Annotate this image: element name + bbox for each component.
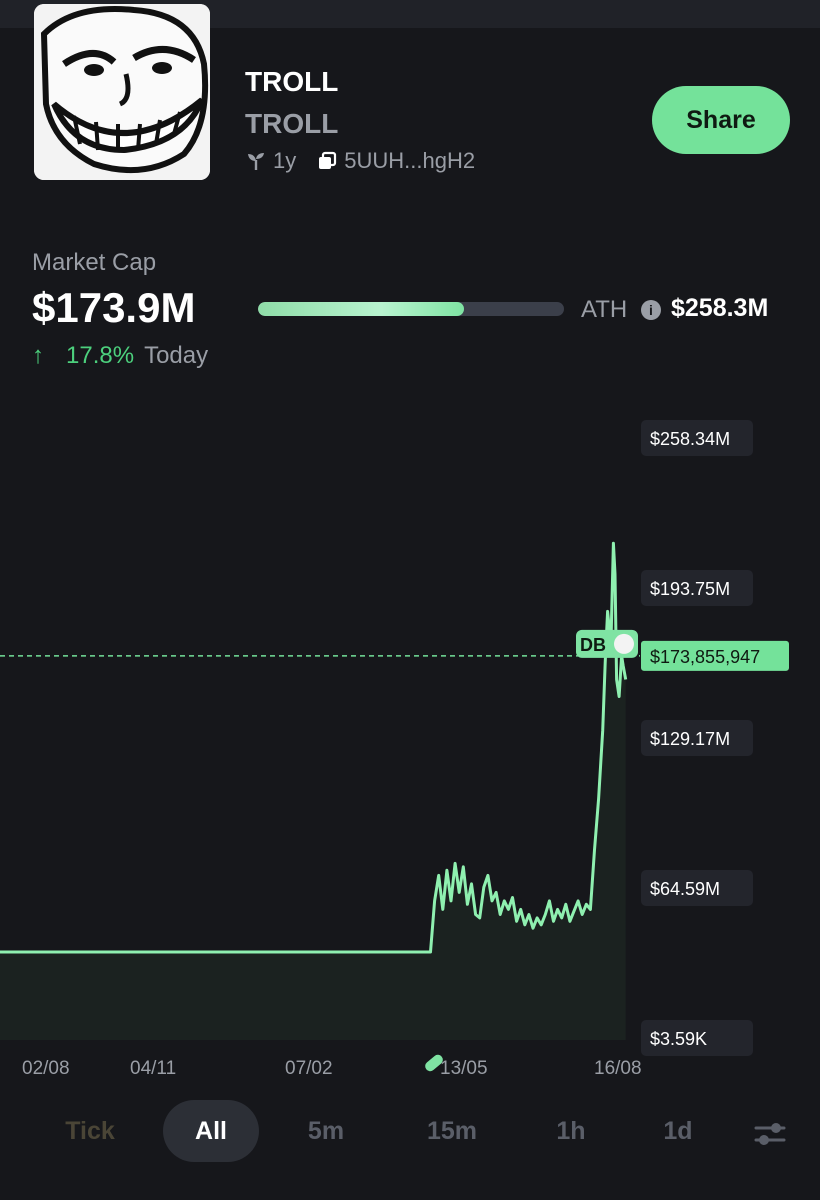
chart-settings-icon[interactable] [752,1116,788,1152]
x-axis-tick-label: 16/08 [594,1058,642,1079]
ath-label: ATH [581,296,628,323]
y-axis-label: $64.59M [641,870,753,906]
svg-text:$258.34M: $258.34M [650,429,730,449]
market-cap-value: $173.9M [32,284,196,331]
timeframe-selector: Tick All 5m 15m 1h 1d [0,1100,820,1170]
ath-progress-fill [258,302,464,316]
timeframe-all[interactable]: All [163,1100,259,1162]
chart-series-line [0,541,628,954]
troll-face-icon [34,4,210,180]
info-icon[interactable]: i [641,300,661,320]
y-axis-label: $193.75M [641,570,753,606]
token-symbol: TROLL [245,108,339,139]
token-address[interactable]: 5UUH...hgH2 [344,148,476,173]
market-cap-chart[interactable]: $258.34M $193.75M $129.17M $64.59M $3.59K $17… [0,400,820,1090]
token-avatar [34,4,210,180]
svg-text:$129.17M: $129.17M [650,729,730,749]
timeframe-5m[interactable]: 5m [307,1116,345,1145]
x-axis-tick-label: 02/08 [22,1058,70,1079]
svg-text:$64.59M: $64.59M [650,879,720,899]
y-axis-label: $3.59K [641,1020,753,1056]
svg-text:$173,855,947: $173,855,947 [650,647,760,667]
svg-text:$193.75M: $193.75M [650,579,730,599]
timeframe-tick[interactable]: Tick [65,1116,115,1145]
x-axis-tick-label: 13/05 [440,1058,488,1079]
token-age: 1y [273,148,297,173]
y-axis-label: $129.17M [641,720,753,756]
ath-value: $258.3M [671,294,769,322]
token-name: TROLL [245,66,339,97]
token-meta-row: 1y 5UUH...hgH2 [245,148,475,174]
y-axis-label: $258.34M [641,420,753,456]
arrow-up-icon: ↑ [32,342,44,369]
svg-text:DB: DB [580,635,606,655]
token-header: TROLL TROLL 1y 5UUH...hgH2 Share [0,0,820,200]
pill-icon [425,1054,443,1072]
change-period: Today [144,342,209,369]
timeframe-1d[interactable]: 1d [663,1116,693,1145]
timeframe-15m[interactable]: 15m [426,1116,478,1145]
sprout-icon [245,150,267,172]
timeframe-1h[interactable]: 1h [556,1116,586,1145]
ath-progress-bar [258,302,564,316]
x-axis-tick-label: 04/11 [130,1058,176,1079]
current-value-tag: $173,855,947 [641,640,789,671]
copy-icon[interactable] [316,150,338,172]
market-cap-change: ↑ 17.8% Today [32,342,208,370]
chart-area-fill [0,543,626,1040]
x-axis-tick-label: 07/02 [285,1058,333,1079]
change-percent: 17.8% [66,342,135,369]
svg-text:$3.59K: $3.59K [650,1029,707,1049]
share-button[interactable]: Share [652,86,790,154]
dev-buy-marker[interactable]: DB [576,629,638,658]
market-cap-label: Market Cap [32,249,157,276]
